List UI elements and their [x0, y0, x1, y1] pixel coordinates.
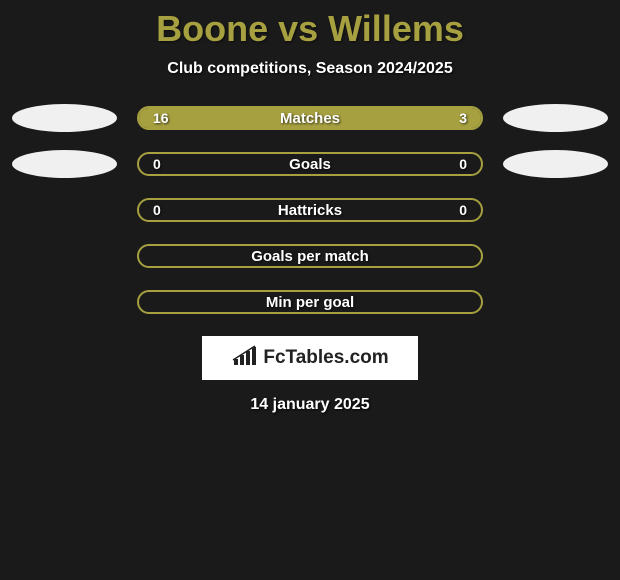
date-label: 14 january 2025: [0, 396, 620, 414]
stat-row: Goals per match: [0, 244, 620, 268]
stat-row: 00Goals: [0, 152, 620, 176]
player-right-flag: [503, 150, 608, 178]
comparison-card: Boone vs Willems Club competitions, Seas…: [0, 0, 620, 422]
stats-list: 163Matches 00Goals 00Hattricks Goals per ma…: [0, 106, 620, 314]
stat-label: Goals per match: [139, 246, 481, 266]
stat-label: Matches: [139, 108, 481, 128]
brand-logo: FcTables.com: [202, 336, 418, 380]
subtitle: Club competitions, Season 2024/2025: [0, 60, 620, 78]
stat-bar: Min per goal: [137, 290, 483, 314]
player-left-flag: [12, 150, 117, 178]
player-left-flag: [12, 104, 117, 132]
player-right-flag: [503, 104, 608, 132]
brand-text: FcTables.com: [263, 347, 388, 369]
stat-label: Hattricks: [139, 200, 481, 220]
stat-row: Min per goal: [0, 290, 620, 314]
chart-bars-icon: [231, 345, 259, 372]
stat-bar: 00Hattricks: [137, 198, 483, 222]
stat-label: Goals: [139, 154, 481, 174]
stat-row: 163Matches: [0, 106, 620, 130]
stat-bar: 163Matches: [137, 106, 483, 130]
stat-label: Min per goal: [139, 292, 481, 312]
stat-row: 00Hattricks: [0, 198, 620, 222]
stat-bar: 00Goals: [137, 152, 483, 176]
stat-bar: Goals per match: [137, 244, 483, 268]
page-title: Boone vs Willems: [0, 8, 620, 50]
